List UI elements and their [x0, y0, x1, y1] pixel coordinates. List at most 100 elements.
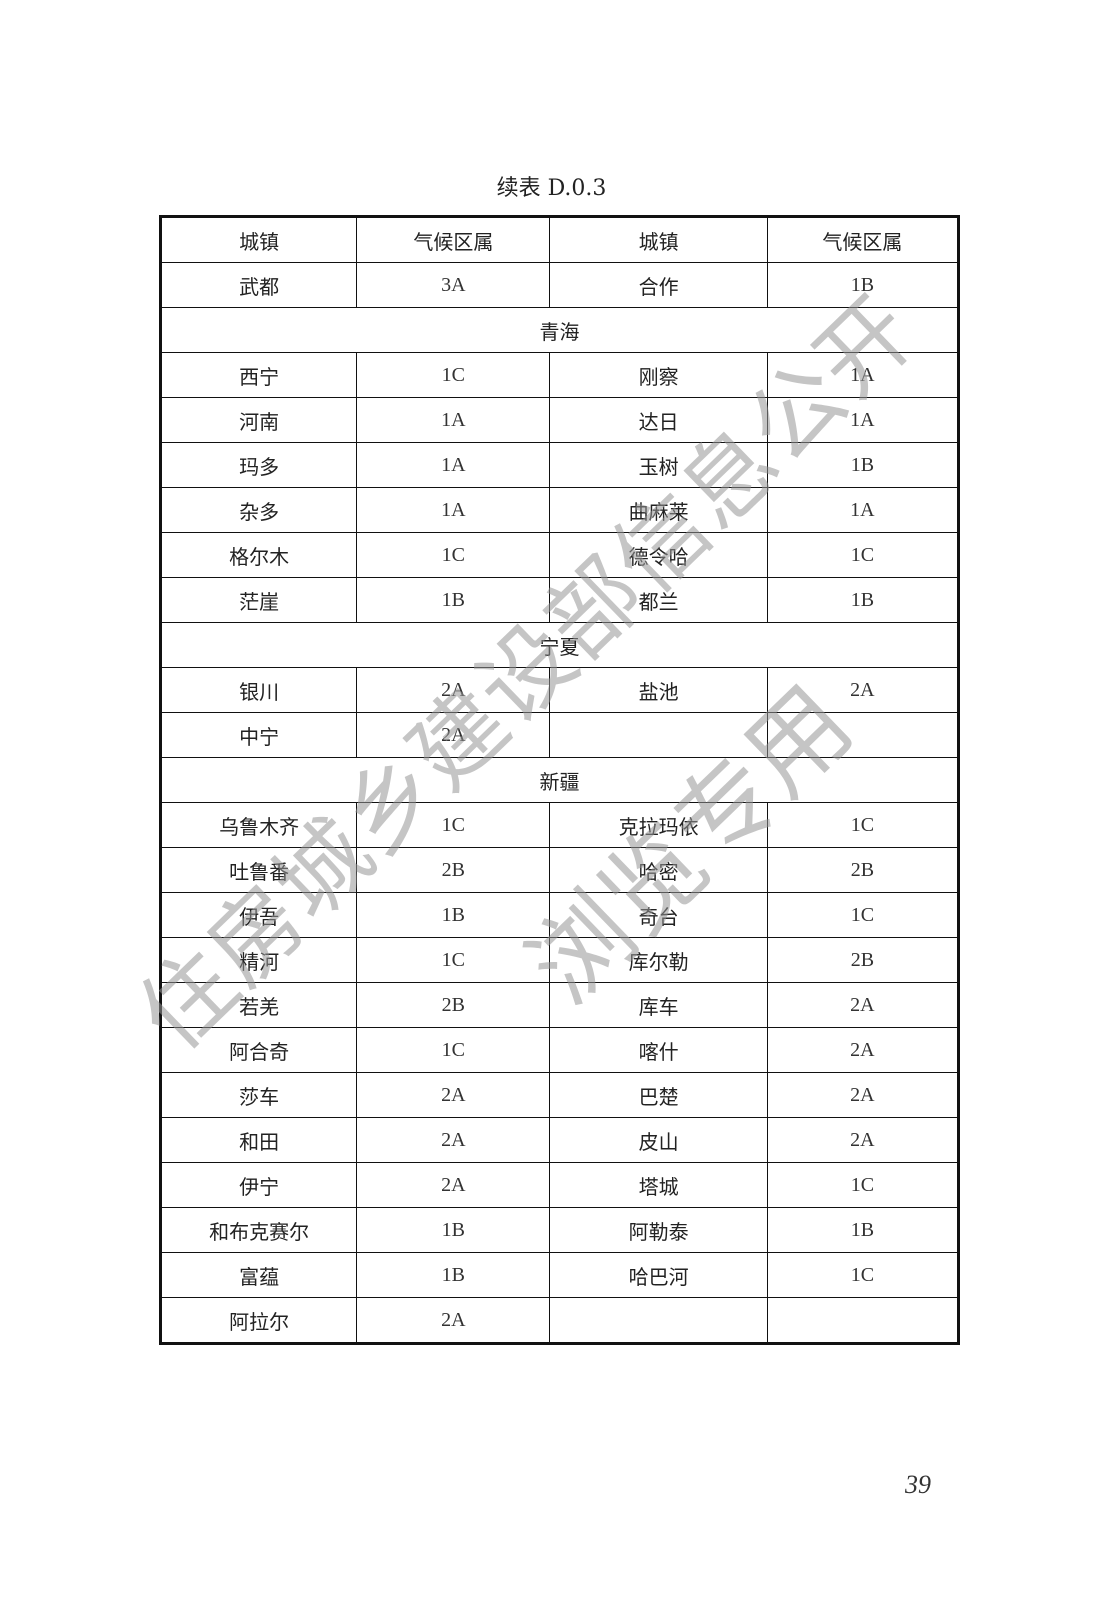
header-cell: 城镇 — [159, 216, 358, 263]
table-row: 格尔木 1C 德令哈 1C — [159, 532, 960, 578]
town-cell: 武都 — [159, 262, 358, 308]
page-number: 39 — [905, 1470, 931, 1499]
town-cell: 塔城 — [549, 1162, 768, 1208]
table-row: 阿拉尔 2A — [159, 1297, 960, 1344]
town-cell: 奇台 — [549, 892, 768, 938]
town-cell: 库车 — [549, 982, 768, 1028]
climate-zone-cell: 2A — [356, 1117, 551, 1163]
table-row: 西宁 1C 刚察 1A — [159, 352, 960, 398]
climate-zone-cell: 1A — [766, 487, 960, 533]
town-cell: 伊吾 — [159, 892, 358, 938]
header-cell: 气候区属 — [356, 216, 551, 263]
table-row: 茫崖 1B 都兰 1B — [159, 577, 960, 623]
section-row: 新疆 — [160, 757, 959, 803]
climate-zone-cell: 1B — [766, 1207, 960, 1253]
town-cell: 格尔木 — [159, 532, 358, 578]
town-cell: 库尔勒 — [549, 937, 768, 983]
climate-zone-cell: 2B — [766, 937, 960, 983]
climate-zone-cell: 2B — [356, 982, 551, 1028]
town-cell: 盐池 — [549, 667, 768, 713]
climate-zone-cell: 1B — [356, 577, 551, 623]
town-cell: 刚察 — [549, 352, 768, 398]
climate-zone-cell: 2A — [356, 712, 551, 758]
header-cell: 气候区属 — [766, 216, 960, 263]
table-caption: 续表 D.0.3 — [496, 176, 607, 201]
town-cell: 阿拉尔 — [159, 1297, 358, 1344]
town-cell: 和布克赛尔 — [159, 1207, 358, 1253]
town-cell: 都兰 — [549, 577, 768, 623]
climate-zone-cell: 1C — [766, 1252, 960, 1298]
town-cell: 莎车 — [159, 1072, 358, 1118]
town-cell: 杂多 — [159, 487, 358, 533]
climate-zone-cell: 1A — [766, 397, 960, 443]
town-cell: 曲麻莱 — [549, 487, 768, 533]
climate-zone-cell: 2A — [356, 1162, 551, 1208]
town-cell: 乌鲁木齐 — [159, 802, 358, 848]
town-cell: 玛多 — [159, 442, 358, 488]
town-cell: 西宁 — [159, 352, 358, 398]
table-row: 中宁 2A — [159, 712, 960, 758]
climate-zone-cell: 2B — [356, 847, 551, 893]
table-row: 武都 3A 合作 1B — [159, 262, 960, 308]
table-row: 阿合奇 1C 喀什 2A — [159, 1027, 960, 1073]
section-title: 新疆 — [160, 757, 959, 803]
climate-zone-cell: 1C — [766, 802, 960, 848]
table-row: 和田 2A 皮山 2A — [159, 1117, 960, 1163]
section-title: 宁夏 — [160, 622, 959, 668]
town-cell: 若羌 — [159, 982, 358, 1028]
table-row: 玛多 1A 玉树 1B — [159, 442, 960, 488]
climate-zone-cell — [766, 712, 960, 758]
town-cell: 皮山 — [549, 1117, 768, 1163]
climate-zone-cell: 1A — [356, 397, 551, 443]
climate-zone-cell: 1C — [356, 352, 551, 398]
climate-zone-cell: 1B — [356, 1252, 551, 1298]
climate-zone-cell: 2A — [356, 667, 551, 713]
climate-zone-cell: 2A — [766, 1027, 960, 1073]
climate-zone-cell: 2A — [766, 1117, 960, 1163]
climate-zone-cell: 1A — [356, 442, 551, 488]
table-row: 若羌 2B 库车 2A — [159, 982, 960, 1028]
town-cell: 精河 — [159, 937, 358, 983]
climate-zone-cell: 1B — [356, 1207, 551, 1253]
climate-zone-cell: 1B — [766, 577, 960, 623]
climate-zone-cell: 2A — [356, 1072, 551, 1118]
climate-zone-cell: 1C — [766, 532, 960, 578]
town-cell: 玉树 — [549, 442, 768, 488]
town-cell: 河南 — [159, 397, 358, 443]
climate-zone-cell: 2A — [356, 1297, 551, 1344]
header-cell: 城镇 — [549, 216, 768, 263]
table-row: 河南 1A 达日 1A — [159, 397, 960, 443]
table-row: 精河 1C 库尔勒 2B — [159, 937, 960, 983]
climate-zone-cell: 3A — [356, 262, 551, 308]
town-cell: 伊宁 — [159, 1162, 358, 1208]
climate-zone-cell: 1A — [766, 352, 960, 398]
town-cell: 阿勒泰 — [549, 1207, 768, 1253]
town-cell: 富蕴 — [159, 1252, 358, 1298]
town-cell: 哈巴河 — [549, 1252, 768, 1298]
table-row: 银川 2A 盐池 2A — [159, 667, 960, 713]
town-cell: 喀什 — [549, 1027, 768, 1073]
section-row: 宁夏 — [160, 622, 959, 668]
climate-zone-cell: 2A — [766, 982, 960, 1028]
table-row: 富蕴 1B 哈巴河 1C — [159, 1252, 960, 1298]
table-header-row: 城镇 气候区属 城镇 气候区属 — [159, 216, 960, 263]
climate-zone-cell: 1B — [766, 442, 960, 488]
climate-zone-cell: 2A — [766, 1072, 960, 1118]
town-cell: 银川 — [159, 667, 358, 713]
town-cell: 德令哈 — [549, 532, 768, 578]
town-cell: 阿合奇 — [159, 1027, 358, 1073]
climate-zone-cell: 1B — [766, 262, 960, 308]
climate-zone-cell: 1C — [356, 532, 551, 578]
town-cell — [549, 1297, 768, 1344]
climate-zone-cell: 1C — [766, 892, 960, 938]
town-cell: 达日 — [549, 397, 768, 443]
town-cell: 吐鲁番 — [159, 847, 358, 893]
climate-zone-cell: 2A — [766, 667, 960, 713]
climate-zone-cell: 2B — [766, 847, 960, 893]
climate-zone-cell: 1C — [356, 802, 551, 848]
town-cell: 克拉玛依 — [549, 802, 768, 848]
climate-zone-cell: 1C — [356, 1027, 551, 1073]
table-row: 伊吾 1B 奇台 1C — [159, 892, 960, 938]
climate-zone-cell: 1B — [356, 892, 551, 938]
town-cell: 和田 — [159, 1117, 358, 1163]
